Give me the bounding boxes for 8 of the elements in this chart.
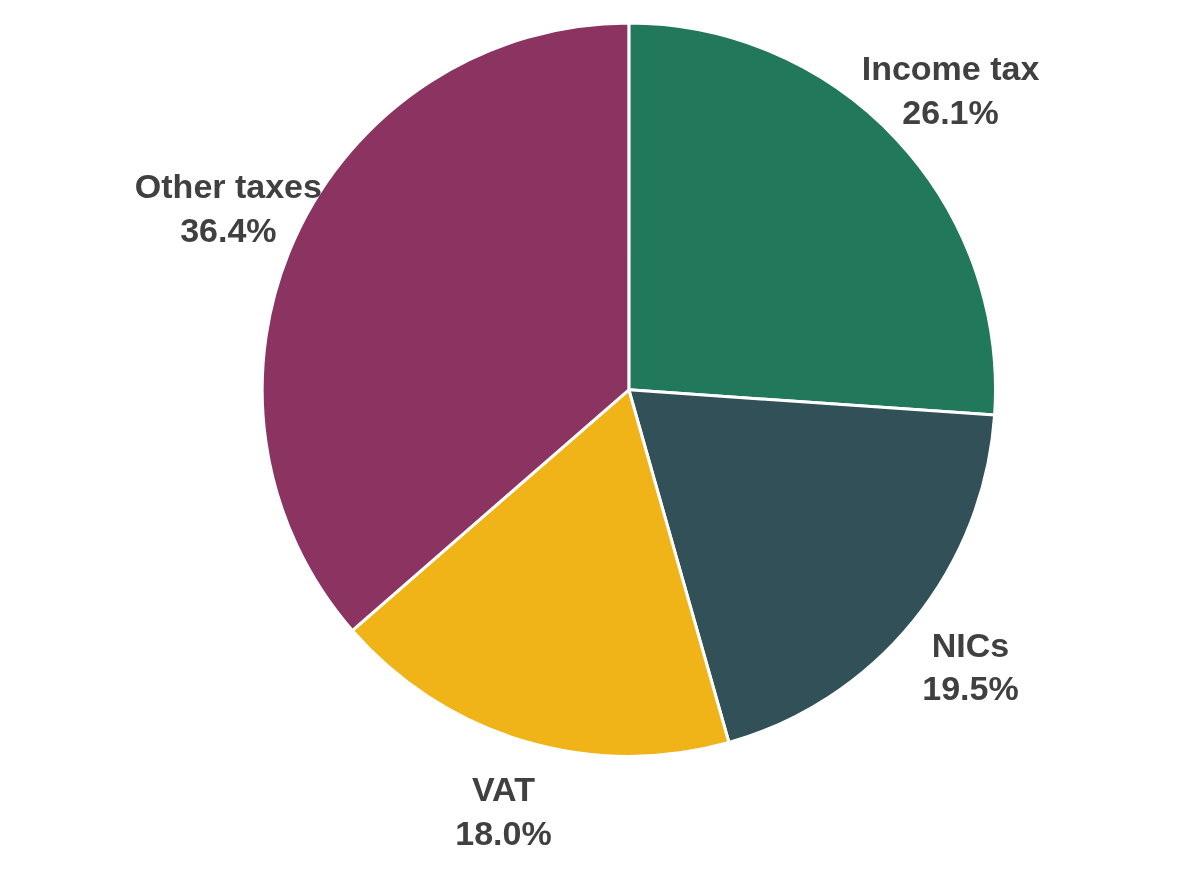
- slice-label: NICs: [931, 625, 1010, 664]
- slice-label: VAT: [471, 769, 536, 808]
- slice-label: Other taxes: [134, 166, 322, 205]
- slice-label: Income tax: [861, 49, 1040, 88]
- data-label: 19.5%: [922, 669, 1019, 708]
- data-label: 18.0%: [455, 813, 552, 852]
- data-label: 36.4%: [180, 210, 277, 249]
- data-label: 26.1%: [902, 93, 999, 131]
